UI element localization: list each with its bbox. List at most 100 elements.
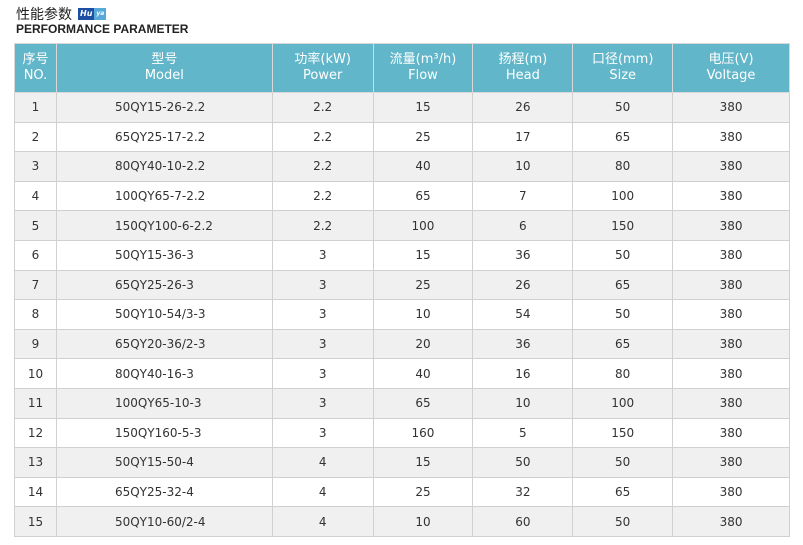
table-row: 11 100QY65-10-3 3 65 10 100 380: [14, 387, 790, 419]
cell-head: 16: [472, 358, 574, 389]
cell-power: 2.2: [271, 180, 374, 212]
header-cn: 口径(mm): [591, 52, 654, 67]
cell-power: 4: [271, 506, 374, 537]
table-row: 5 150QY100-6-2.2 2.2 100 6 150 380: [14, 210, 790, 241]
cell-head: 26: [472, 92, 574, 123]
header-en: Power: [302, 68, 343, 83]
cell-power: 3: [271, 299, 374, 330]
header-en: Head: [505, 68, 540, 83]
cell-size: 150: [572, 210, 674, 241]
table-row: 6 50QY15-36-3 3 15 36 50 380: [14, 239, 790, 271]
section-title-en: PERFORMANCE PARAMETER: [16, 22, 189, 36]
cell-size: 50: [572, 299, 674, 330]
cell-model: 65QY25-26-3: [55, 269, 273, 301]
header-en: Size: [609, 68, 637, 83]
cell-model: 50QY15-36-3: [55, 239, 273, 271]
cell-power: 3: [271, 269, 374, 301]
cell-size: 50: [572, 92, 674, 123]
cell-no: 5: [14, 210, 57, 241]
cell-head: 50: [472, 447, 574, 478]
cell-power: 2.2: [271, 92, 374, 123]
header-voltage: 电压(V) Voltage: [672, 43, 790, 93]
cell-no: 14: [14, 476, 57, 508]
header-en: Flow: [408, 68, 438, 83]
cell-size: 65: [572, 269, 674, 301]
cell-flow: 25: [372, 476, 474, 508]
cell-voltage: 380: [672, 476, 790, 508]
table-row: 4 100QY65-7-2.2 2.2 65 7 100 380: [14, 180, 790, 212]
table-row: 9 65QY20-36/2-3 3 20 36 65 380: [14, 328, 790, 360]
cell-flow: 15: [372, 447, 474, 478]
cell-voltage: 380: [672, 92, 790, 123]
cell-model: 50QY10-54/3-3: [55, 299, 273, 330]
cell-size: 100: [572, 387, 674, 419]
cell-size: 150: [572, 417, 674, 449]
cell-voltage: 380: [672, 387, 790, 419]
cell-size: 80: [572, 151, 674, 182]
cell-power: 2.2: [271, 210, 374, 241]
cell-flow: 40: [372, 358, 474, 389]
cell-power: 3: [271, 417, 374, 449]
header-cn: 流量(m³/h): [389, 52, 457, 67]
cell-power: 3: [271, 358, 374, 389]
cell-model: 150QY160-5-3: [55, 417, 273, 449]
cell-no: 1: [14, 92, 57, 123]
cell-voltage: 380: [672, 447, 790, 478]
brand-logo: Hu ya: [78, 8, 107, 20]
cell-head: 26: [472, 269, 574, 301]
cell-size: 65: [572, 476, 674, 508]
cell-voltage: 380: [672, 121, 790, 153]
cell-head: 32: [472, 476, 574, 508]
cell-no: 10: [14, 358, 57, 389]
cell-flow: 15: [372, 92, 474, 123]
cell-voltage: 380: [672, 358, 790, 389]
header-cn: 扬程(m): [498, 52, 548, 67]
cell-flow: 15: [372, 239, 474, 271]
cell-size: 50: [572, 447, 674, 478]
table-row: 12 150QY160-5-3 3 160 5 150 380: [14, 417, 790, 449]
cell-head: 54: [472, 299, 574, 330]
cell-size: 50: [572, 506, 674, 537]
header-cn: 功率(kW): [294, 52, 351, 67]
cell-no: 7: [14, 269, 57, 301]
cell-flow: 160: [372, 417, 474, 449]
table-row: 8 50QY10-54/3-3 3 10 54 50 380: [14, 299, 790, 330]
header-model: 型号 Model: [55, 43, 273, 93]
cell-model: 50QY15-50-4: [55, 447, 273, 478]
cell-head: 10: [472, 151, 574, 182]
cell-size: 50: [572, 239, 674, 271]
cell-head: 5: [472, 417, 574, 449]
cell-power: 3: [271, 239, 374, 271]
cell-power: 4: [271, 476, 374, 508]
cell-model: 65QY20-36/2-3: [55, 328, 273, 360]
header-cn: 序号: [22, 52, 49, 67]
header-en: NO.: [23, 68, 48, 83]
header-size: 口径(mm) Size: [572, 43, 674, 93]
cell-power: 2.2: [271, 151, 374, 182]
cell-model: 65QY25-32-4: [55, 476, 273, 508]
section-title-cn: 性能参数: [16, 7, 72, 23]
table-row: 3 80QY40-10-2.2 2.2 40 10 80 380: [14, 151, 790, 182]
cell-head: 17: [472, 121, 574, 153]
table-row: 2 65QY25-17-2.2 2.2 25 17 65 380: [14, 121, 790, 153]
cell-voltage: 380: [672, 269, 790, 301]
cell-flow: 20: [372, 328, 474, 360]
table-row: 13 50QY15-50-4 4 15 50 50 380: [14, 447, 790, 478]
cell-head: 36: [472, 328, 574, 360]
cell-voltage: 380: [672, 239, 790, 271]
cell-no: 15: [14, 506, 57, 537]
cell-flow: 40: [372, 151, 474, 182]
cell-head: 60: [472, 506, 574, 537]
header-head: 扬程(m) Head: [472, 43, 574, 93]
cell-voltage: 380: [672, 299, 790, 330]
cell-size: 80: [572, 358, 674, 389]
table-row: 14 65QY25-32-4 4 25 32 65 380: [14, 476, 790, 508]
cell-size: 65: [572, 328, 674, 360]
cell-no: 9: [14, 328, 57, 360]
cell-flow: 65: [372, 180, 474, 212]
cell-flow: 25: [372, 121, 474, 153]
cell-flow: 10: [372, 299, 474, 330]
cell-size: 65: [572, 121, 674, 153]
cell-model: 100QY65-10-3: [55, 387, 273, 419]
cell-no: 8: [14, 299, 57, 330]
